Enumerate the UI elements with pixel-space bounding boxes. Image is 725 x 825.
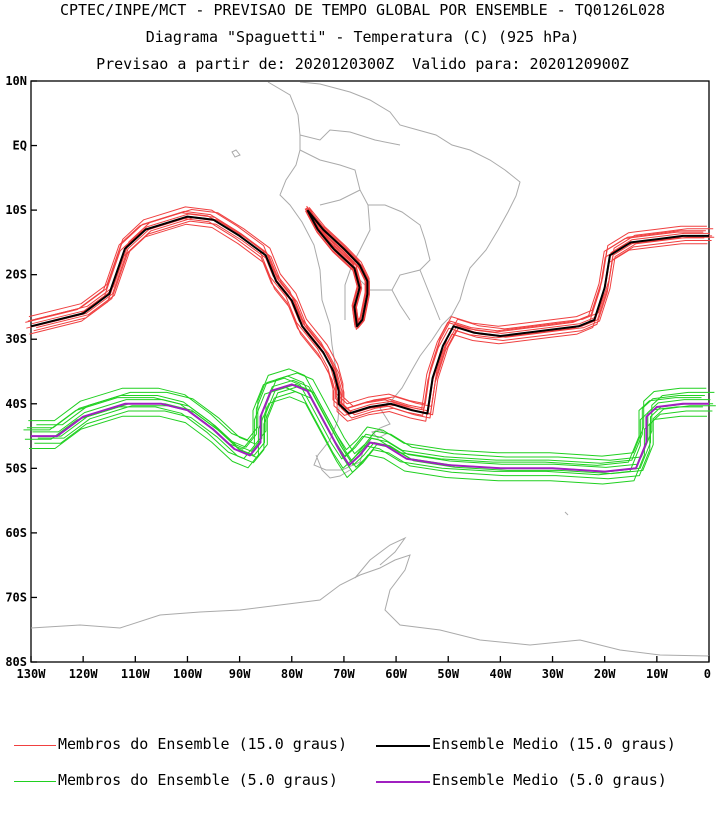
legend-swatch-mean-15 (376, 745, 430, 747)
legend-item-members-15: Membros do Ensemble (15.0 graus) (14, 735, 374, 757)
title-line-3: Previsao a partir de: 2020120300Z Valido… (96, 55, 629, 73)
lon-tick-label: 0 (704, 667, 711, 681)
member-contour-5 (28, 368, 707, 457)
title-line-2: Diagrama "Spaguetti" - Temperatura (C) (… (145, 28, 580, 46)
member-contour-15 (36, 217, 715, 416)
country-borders (299, 129, 441, 321)
lat-tick-label: 30S (5, 332, 27, 346)
member-contour-15 (25, 212, 704, 411)
coastlines (30, 81, 710, 657)
member-contour-5 (23, 377, 702, 466)
lon-tick-label: 90W (229, 667, 251, 681)
contour-lines (23, 205, 716, 485)
legend-label-members-15: Membros do Ensemble (15.0 graus) (58, 735, 347, 753)
lon-tick-label: 10W (646, 667, 668, 681)
lon-tick-label: 80W (281, 667, 303, 681)
lon-tick-label: 70W (333, 667, 355, 681)
member-contour-5 (36, 372, 715, 461)
lat-tick-label: 10N (5, 74, 27, 88)
legend-swatch-mean-5 (376, 781, 430, 783)
lon-tick-label: 130W (17, 667, 47, 681)
legend-swatch-members-15 (14, 745, 56, 746)
lat-tick-label: 10S (5, 203, 27, 217)
legend-item-mean-5: Ensemble Medio (5.0 graus) (376, 771, 716, 793)
legend-item-members-5: Membros do Ensemble (5.0 graus) (14, 771, 374, 793)
lon-tick-label: 100W (173, 667, 203, 681)
lon-tick-label: 60W (385, 667, 407, 681)
lat-tick-label: 50S (5, 461, 27, 475)
mean-contour-5 (31, 383, 709, 473)
lat-tick-label: 40S (5, 397, 27, 411)
pacific-islands (231, 149, 241, 158)
member-contour-15-andes (306, 205, 368, 323)
lat-tick-label: 70S (5, 590, 27, 604)
antarctic-peninsula (354, 536, 407, 579)
member-contour-5 (29, 396, 707, 485)
legend-label-mean-15: Ensemble Medio (15.0 graus) (432, 735, 676, 753)
mean-contour-15-andes (306, 209, 369, 328)
member-contour-15 (35, 209, 714, 407)
lon-tick-label: 30W (542, 667, 564, 681)
south-america-coast (267, 81, 521, 471)
lat-tick-label: 20S (5, 268, 27, 282)
lon-tick-label: 20W (594, 667, 616, 681)
lat-tick-label: 80S (5, 655, 27, 669)
south-georgia (564, 511, 569, 516)
mean-contour-15 (30, 215, 709, 415)
title-line-1: CPTEC/INPE/MCT - PREVISAO DE TEMPO GLOBA… (59, 1, 666, 19)
member-contour-5 (26, 375, 705, 464)
member-contour-15 (33, 220, 712, 419)
member-contour-15 (28, 206, 707, 405)
lat-tick-label: EQ (13, 139, 27, 153)
lon-tick-label: 120W (69, 667, 99, 681)
lon-tick-label: 110W (121, 667, 151, 681)
legend-label-members-5: Membros do Ensemble (5.0 graus) (58, 771, 338, 789)
lon-tick-label: 50W (437, 667, 459, 681)
legend-label-mean-5: Ensemble Medio (5.0 graus) (432, 771, 667, 789)
legend-swatch-members-5 (14, 781, 56, 782)
antarctica-coast (30, 554, 710, 657)
legend-item-mean-15: Ensemble Medio (15.0 graus) (376, 735, 716, 757)
map-frame (30, 80, 710, 663)
member-contour-5 (32, 379, 711, 468)
lon-tick-label: 40W (490, 667, 512, 681)
lat-tick-label: 60S (5, 526, 27, 540)
member-contour-15-andes (305, 210, 366, 328)
member-contour-15 (29, 223, 708, 422)
patagonia-islands (315, 454, 351, 479)
